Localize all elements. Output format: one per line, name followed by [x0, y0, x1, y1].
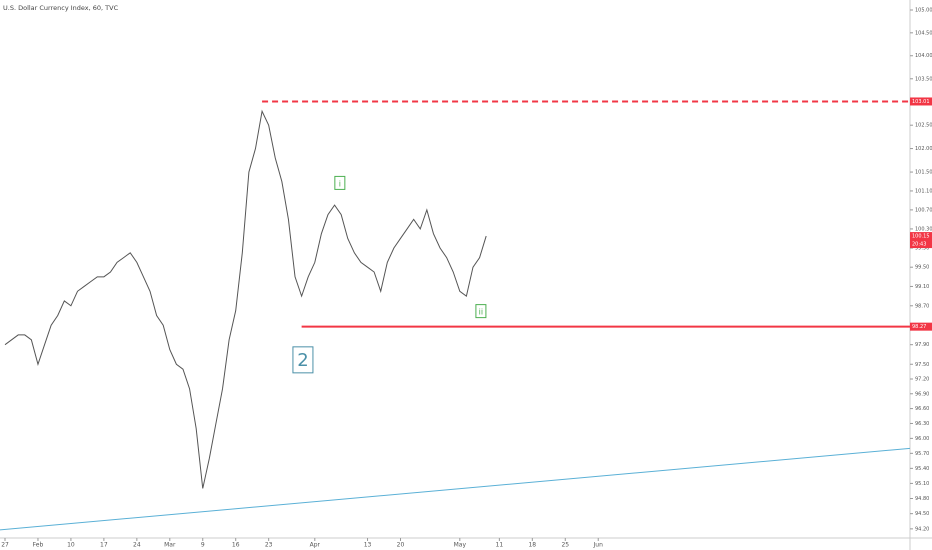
wave-label: ii	[479, 308, 483, 317]
y-tick-label: 96.30	[915, 421, 929, 427]
last-price-label: 100.15	[912, 234, 930, 240]
y-tick-label: 100.70	[915, 207, 932, 213]
y-tick-label: 97.20	[915, 376, 929, 382]
x-tick-label: 13	[364, 542, 372, 549]
y-tick-label: 94.80	[915, 496, 929, 502]
x-tick-label: 24	[133, 542, 141, 549]
chart-title: U.S. Dollar Currency Index, 60, TVC	[3, 4, 119, 12]
x-tick-label: 18	[528, 542, 536, 549]
x-tick-label: 11	[496, 542, 504, 549]
y-tick-label: 99.10	[915, 284, 929, 290]
wave-label-box	[292, 346, 314, 374]
y-tick-label: 100.30	[915, 226, 932, 232]
x-tick-label: 27	[1, 542, 9, 549]
y-tick-label: 101.50	[915, 170, 932, 176]
y-tick-label: 95.70	[915, 451, 929, 457]
y-tick-label: 97.50	[915, 362, 929, 368]
y-tick-label: 94.20	[915, 526, 929, 532]
x-tick-label: Mar	[164, 542, 176, 549]
x-tick-label: 23	[265, 542, 273, 549]
x-tick-label: Jun	[593, 542, 604, 549]
y-tick-label: 96.90	[915, 391, 929, 397]
x-tick-label: 9	[201, 542, 205, 549]
level-price-box	[910, 97, 932, 106]
y-tick-label: 96.60	[915, 406, 929, 412]
y-tick-label: 102.50	[915, 123, 932, 129]
x-tick-label: 25	[561, 542, 569, 549]
x-tick-label: May	[454, 542, 467, 549]
y-tick-label: 105.00	[915, 8, 932, 14]
trendline	[0, 447, 911, 531]
y-tick-label: 101.10	[915, 188, 932, 194]
x-tick-label: 17	[100, 542, 108, 549]
y-tick-label: 98.70	[915, 303, 929, 309]
y-tick-label: 94.50	[915, 511, 929, 517]
wave-label: i	[339, 179, 341, 188]
price-line	[4, 109, 487, 489]
level-price-label: 98.27	[912, 324, 926, 330]
y-tick-label: 99.50	[915, 265, 929, 271]
y-tick-label: 103.50	[915, 76, 932, 82]
y-tick-label: 99.90	[915, 246, 929, 252]
y-tick-label: 97.90	[915, 342, 929, 348]
y-tick-label: 96.00	[915, 436, 929, 442]
x-tick-label: Apr	[310, 542, 321, 549]
y-tick-label: 104.00	[915, 53, 932, 59]
y-tick-label: 95.40	[915, 466, 929, 472]
x-tick-label: 10	[67, 542, 75, 549]
countdown-label: 20:43	[912, 242, 926, 248]
last-price-box	[910, 232, 932, 249]
wave-label-box	[334, 175, 346, 190]
wave-label-box	[475, 304, 487, 319]
wave-label: 2	[297, 350, 308, 371]
x-tick-label: 20	[397, 542, 405, 549]
y-tick-label: 104.50	[915, 30, 932, 36]
level-price-box	[910, 322, 932, 331]
x-tick-label: Feb	[33, 542, 44, 549]
x-tick-label: 16	[232, 542, 240, 549]
y-tick-label: 95.10	[915, 481, 929, 487]
level-price-label: 103.01	[912, 99, 930, 105]
y-tick-label: 102.00	[915, 146, 932, 152]
